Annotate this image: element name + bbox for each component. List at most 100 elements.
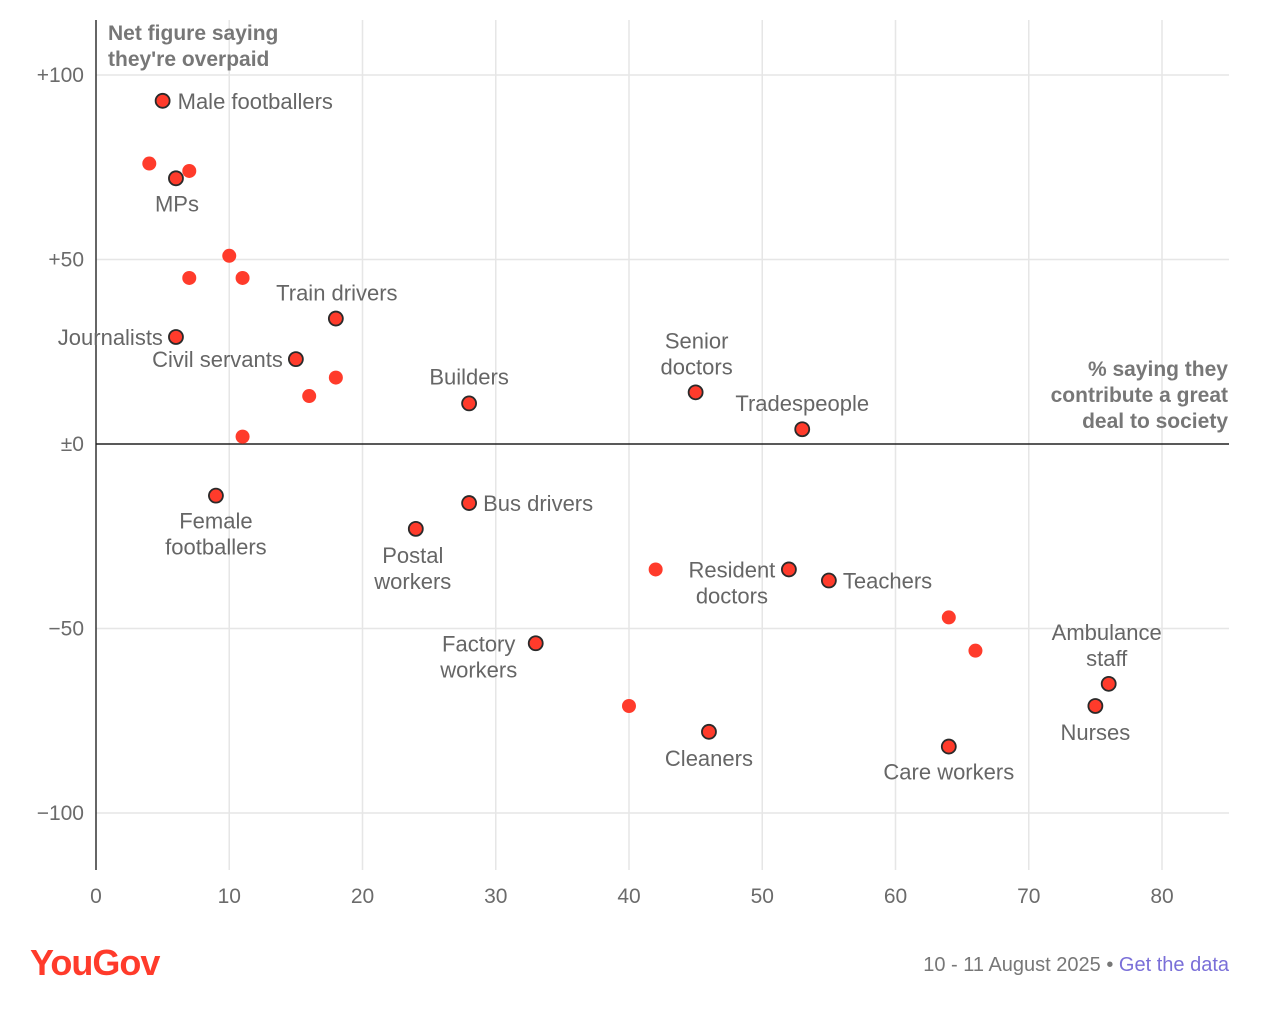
point-label: Journalists xyxy=(58,325,163,350)
point-label: Postal workers xyxy=(373,543,451,594)
x-axis-title: deal to society xyxy=(1082,410,1228,433)
point-postal-workers xyxy=(407,520,424,537)
point xyxy=(622,698,636,713)
point-label: Builders xyxy=(429,364,508,389)
point-label-line: Resident xyxy=(688,557,775,582)
point xyxy=(968,643,983,658)
point-label-line: Care workers xyxy=(883,760,1014,785)
point-label-line: Ambulance xyxy=(1052,620,1162,645)
gridlines xyxy=(96,20,1229,870)
point-label: Train drivers xyxy=(276,281,397,306)
point-label: Nurses xyxy=(1061,720,1131,745)
x-tick-label: 0 xyxy=(90,885,102,908)
y-axis-title: they're overpaid xyxy=(108,48,269,71)
x-tick-label: 40 xyxy=(617,885,640,908)
y-tick-label: +100 xyxy=(37,64,84,87)
point-care-workers xyxy=(940,738,957,755)
point-label-line: workers xyxy=(439,657,517,682)
point-label-line: workers xyxy=(373,569,451,594)
yougov-logo: YouGov xyxy=(30,942,160,983)
point-label-line: footballers xyxy=(165,535,267,560)
point xyxy=(302,389,317,404)
point-label-line: Train drivers xyxy=(276,281,397,306)
point-label-line: Female xyxy=(179,509,252,534)
separator: • xyxy=(1106,954,1113,976)
point-nurses xyxy=(1087,698,1104,714)
point-builders xyxy=(461,395,478,412)
point xyxy=(182,270,197,285)
point-ambulance-staff xyxy=(1100,675,1117,692)
y-tick-label: −50 xyxy=(48,618,84,641)
point-label: Factory workers xyxy=(439,631,517,682)
point-label: MPs xyxy=(155,191,199,216)
point-label-line: Journalists xyxy=(58,325,163,350)
point xyxy=(648,562,663,577)
axes: 0 10 20 30 40 50 60 70 80 +100 +50 ±0 −50 −100 xyxy=(37,20,1229,908)
y-tick-label: ±0 xyxy=(61,433,84,456)
point xyxy=(235,270,250,285)
x-tick-label: 50 xyxy=(751,885,774,908)
point-label-line: Nurses xyxy=(1061,720,1131,745)
point xyxy=(222,248,237,263)
point-mps xyxy=(168,170,184,187)
point-cleaners xyxy=(701,723,717,740)
svg-text:10 - 11 August 2025 • Get the: 10 - 11 August 2025 • Get the data xyxy=(923,954,1230,976)
points xyxy=(142,92,1117,755)
x-tick-label: 60 xyxy=(884,885,907,908)
point-label-line: staff xyxy=(1086,646,1128,671)
point-civil-servants xyxy=(287,351,304,368)
footer: YouGov 10 - 11 August 2025 • Get the dat… xyxy=(30,942,1230,983)
point-female-footballers xyxy=(208,487,224,504)
point-senior-doctors xyxy=(687,384,704,401)
point-train-drivers xyxy=(327,310,344,327)
y-tick-label: −100 xyxy=(37,802,84,825)
point-labels: Male footballers MPs Train drivers Journali… xyxy=(58,89,1162,785)
point-label-line: Bus drivers xyxy=(483,491,593,516)
point-label: Tradespeople xyxy=(735,391,869,416)
point-tradespeople xyxy=(794,421,811,438)
x-axis-title: contribute a great xyxy=(1051,384,1228,407)
point-label-line: Teachers xyxy=(843,569,932,594)
point-label-line: Senior xyxy=(665,328,729,353)
point-label-line: doctors xyxy=(696,583,768,608)
point xyxy=(142,156,157,171)
x-tick-label: 30 xyxy=(484,885,507,908)
point xyxy=(235,429,250,444)
point-label: Bus drivers xyxy=(483,491,593,516)
point-label: Care workers xyxy=(883,760,1014,785)
point-label: Cleaners xyxy=(665,746,753,771)
point xyxy=(328,370,343,385)
y-axis-title: Net figure saying xyxy=(108,22,278,45)
x-tick-label: 20 xyxy=(351,885,374,908)
x-tick-label: 80 xyxy=(1150,885,1173,908)
point xyxy=(941,610,956,625)
point-resident-doctors xyxy=(781,561,797,578)
y-tick-label: +50 xyxy=(48,249,84,272)
x-tick-label: 10 xyxy=(218,885,241,908)
point-label-line: doctors xyxy=(661,354,733,379)
point-label-line: Builders xyxy=(429,364,508,389)
point-label: Civil servants xyxy=(152,347,283,372)
survey-date: 10 - 11 August 2025 xyxy=(923,954,1101,976)
get-the-data-link[interactable]: Get the data xyxy=(1119,954,1230,976)
point-label-line: Postal xyxy=(382,543,443,568)
point-label: Ambulance staff xyxy=(1052,620,1162,671)
point-label-line: MPs xyxy=(155,191,199,216)
point-factory-workers xyxy=(527,635,544,652)
point-label: Senior doctors xyxy=(661,328,733,379)
x-tick-label: 70 xyxy=(1017,885,1040,908)
point-label-line: Cleaners xyxy=(665,746,753,771)
point-label-line: Civil servants xyxy=(152,347,283,372)
point-journalists xyxy=(168,329,184,345)
point-teachers xyxy=(820,572,837,589)
axis-titles: Net figure saying they're overpaid % sayin… xyxy=(108,22,1228,433)
x-axis-title: % saying they xyxy=(1088,358,1228,381)
point-label-line: Factory xyxy=(442,631,515,656)
point-label-line: Male footballers xyxy=(178,89,333,114)
point-bus-drivers xyxy=(461,495,478,511)
point-label: Male footballers xyxy=(178,89,333,114)
point-male-footballers xyxy=(154,92,171,109)
point-label: Female footballers xyxy=(165,509,267,560)
point-label: Resident doctors xyxy=(688,557,775,608)
point-label-line: Tradespeople xyxy=(735,391,869,416)
